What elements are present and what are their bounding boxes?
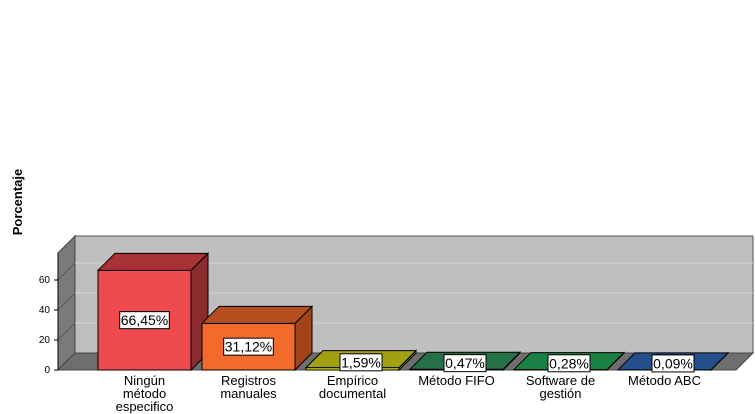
data-label-box — [443, 354, 487, 373]
data-label-box — [223, 337, 274, 356]
x-tick-label-line: documental — [319, 386, 386, 401]
y-axis-label: Porcentaje — [10, 169, 25, 235]
x-tick-label-line: Ningún — [124, 373, 165, 388]
x-tick-label-line: gestión — [540, 386, 582, 401]
data-label: 0,28% — [547, 354, 591, 373]
gridline-side — [57, 322, 76, 341]
y-tick-label: 20 — [39, 335, 51, 346]
x-tick-label-line: manuales — [220, 386, 277, 401]
data-label: 0,47% — [443, 354, 487, 373]
y-tick-label: 60 — [39, 275, 51, 286]
x-tick-label-line: Software de — [526, 373, 595, 388]
data-label-text: 66,45% — [121, 312, 168, 328]
x-tick-label-line: Empírico — [327, 373, 378, 388]
data-labels: 66,45% 31,12% 1,59% 0,47% 0,28% 0,09% — [119, 311, 695, 373]
data-label-box — [651, 354, 695, 373]
x-tick-label: Registros manuales — [220, 373, 277, 401]
x-axis-labels: Ningún método especifico Registros manuales E… — [116, 373, 701, 414]
data-label-text: 0,47% — [445, 355, 485, 371]
y-tick-label: 40 — [39, 305, 51, 316]
bar — [200, 305, 314, 372]
data-label-text: 0,09% — [653, 355, 693, 371]
data-label-box — [339, 353, 383, 372]
x-tick-label: Software de gestión — [526, 373, 595, 401]
y-axis: 0 20 40 60 — [39, 253, 59, 376]
data-label: 1,59% — [339, 353, 383, 372]
y-tick-label: 0 — [44, 365, 50, 376]
data-label-text: 0,28% — [549, 355, 589, 371]
bar-top — [96, 252, 210, 271]
bars — [96, 252, 730, 372]
data-label-box — [547, 354, 591, 373]
data-label-box — [119, 311, 170, 330]
gridline-side — [57, 292, 76, 311]
bar-front — [201, 322, 296, 371]
x-tick-label: Método ABC — [628, 373, 701, 388]
x-tick-label-line: especifico — [116, 399, 174, 414]
data-label: 0,09% — [651, 354, 695, 373]
x-tick-label-line: Método FIFO — [418, 373, 495, 388]
data-label: 31,12% — [223, 337, 274, 356]
x-tick-label-line: Método ABC — [628, 373, 701, 388]
bar-top — [200, 305, 314, 324]
x-tick-label-line: método — [123, 386, 166, 401]
plot-left-wall — [57, 234, 76, 372]
data-label-text: 31,12% — [225, 339, 272, 355]
x-tick-label: Empírico documental — [319, 373, 386, 401]
data-label-text: 1,59% — [341, 354, 381, 370]
data-label: 66,45% — [119, 311, 170, 330]
x-tick-label: Ningún método especifico — [116, 373, 174, 414]
x-tick-label: Método FIFO — [418, 373, 495, 388]
x-tick-label-line: Registros — [221, 373, 276, 388]
gridline-side — [57, 262, 76, 281]
